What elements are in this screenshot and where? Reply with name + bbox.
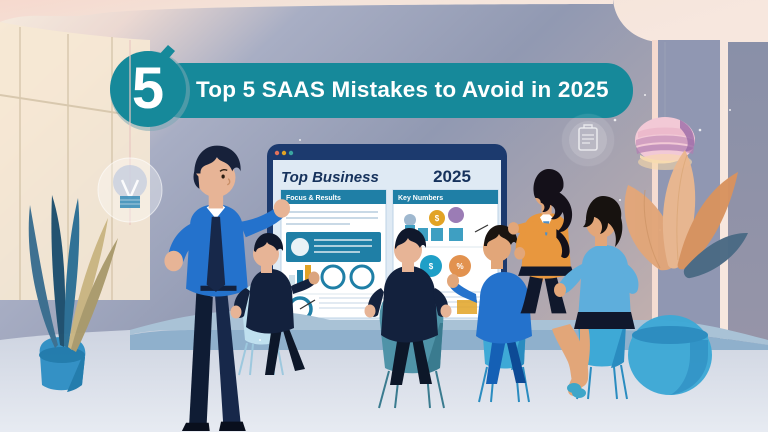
svg-text:Key Numbers: Key Numbers — [398, 195, 443, 202]
svg-text:%: % — [456, 262, 463, 271]
svg-text:Top 5 SAAS Mistakes to Avoid i: Top 5 SAAS Mistakes to Avoid in 2025 — [196, 77, 609, 102]
svg-text:Top Business: Top Business — [281, 169, 379, 186]
svg-text:Focus & Results: Focus & Results — [286, 195, 341, 202]
svg-text:2025: 2025 — [433, 167, 471, 186]
svg-text:$: $ — [435, 214, 440, 223]
svg-text:5: 5 — [132, 56, 164, 121]
svg-text:$: $ — [429, 262, 434, 271]
